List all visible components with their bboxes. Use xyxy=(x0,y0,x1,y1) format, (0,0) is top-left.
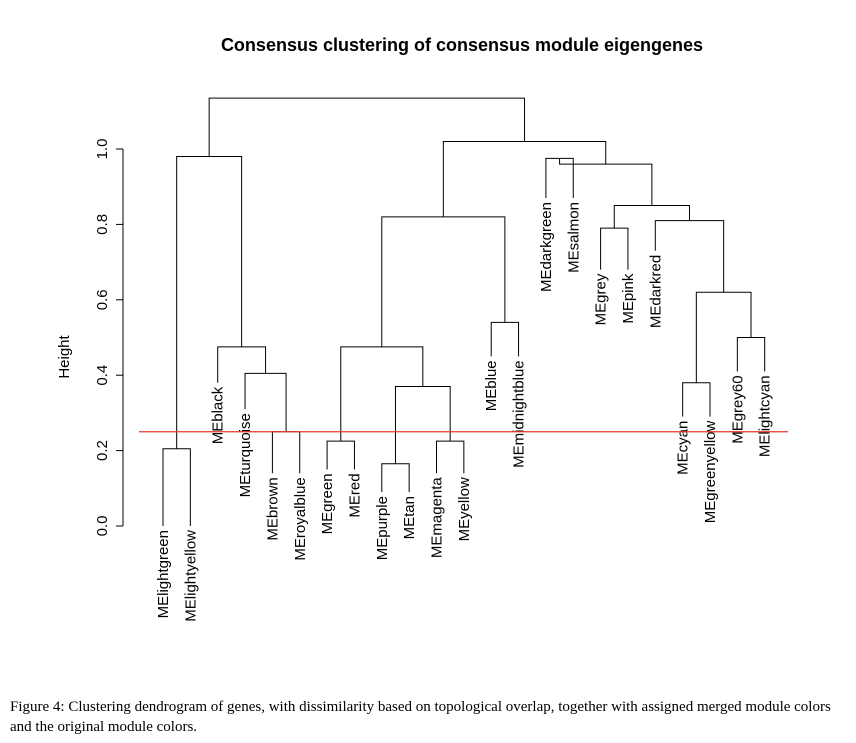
leaf-label: MEmidnightblue xyxy=(511,360,528,468)
dendrogram-figure: Consensus clustering of consensus module… xyxy=(56,35,788,622)
leaf-label: MElightyellow xyxy=(182,530,199,622)
y-tick-label: 0.2 xyxy=(94,440,111,461)
y-tick-label: 0.4 xyxy=(94,365,111,386)
leaf-label: MEroyalblue xyxy=(292,477,309,560)
leaf-label: MEpurple xyxy=(374,496,391,560)
dendrogram-branch xyxy=(381,463,410,493)
dendrogram-branch xyxy=(340,346,424,442)
leaf-label: MEtan xyxy=(401,496,418,539)
dendrogram-branch xyxy=(271,431,301,474)
leaf-label: MEdarkred xyxy=(647,255,664,328)
leaf-label: MEsalmon xyxy=(565,202,582,273)
leaf-label: MEmagenta xyxy=(429,477,446,559)
leaf-label: MEcyan xyxy=(675,421,692,475)
dendrogram-branch xyxy=(654,220,725,293)
y-axis: 0.0 0.2 0.4 0.6 0.8 1.0 xyxy=(94,139,124,537)
leaf-label: MEblack xyxy=(210,386,227,444)
leaf-label: MEbrown xyxy=(264,477,281,540)
dendrogram-tree xyxy=(162,97,766,526)
chart-title: Consensus clustering of consensus module… xyxy=(221,35,703,55)
leaf-label: MEdarkgreen xyxy=(538,202,555,292)
dendrogram-branch xyxy=(162,448,191,526)
dendrogram-branch xyxy=(217,346,267,383)
y-tick-label: 0.6 xyxy=(94,289,111,310)
leaf-label: MEturquoise xyxy=(237,413,254,497)
leaf-labels: MElightgreen MElightyellow MEblack MEturquo… xyxy=(155,202,774,622)
leaf-label: MEred xyxy=(346,473,363,517)
dendrogram-branch xyxy=(208,97,526,157)
leaf-label: MEgreen xyxy=(319,473,336,534)
leaf-label: MElightgreen xyxy=(155,530,172,618)
dendrogram-branch xyxy=(436,440,465,474)
dendrogram-chart: Consensus clustering of consensus module… xyxy=(56,35,788,622)
dendrogram-branch xyxy=(394,386,451,464)
dendrogram-branch xyxy=(381,216,506,347)
dendrogram-branch xyxy=(613,205,690,229)
leaf-label: MEpink xyxy=(620,273,637,324)
dendrogram-branch xyxy=(736,337,766,372)
leaf-label: MEyellow xyxy=(456,477,473,541)
y-tick-label: 1.0 xyxy=(94,139,111,160)
leaf-label: MEblue xyxy=(483,360,500,411)
leaf-label: MEgreenyellow xyxy=(702,421,719,524)
dendrogram-branch xyxy=(600,227,629,270)
y-tick-label: 0.0 xyxy=(94,516,111,537)
dendrogram-branch xyxy=(326,440,355,470)
leaf-label: MElightcyan xyxy=(757,375,774,457)
y-tick-label: 0.8 xyxy=(94,214,111,235)
dendrogram-branch xyxy=(682,382,711,417)
dendrogram-branch xyxy=(490,321,520,357)
figure-caption: Figure 4: Clustering dendrogram of genes… xyxy=(10,699,831,735)
leaf-label: MEgrey60 xyxy=(729,375,746,443)
y-axis-label: Height xyxy=(56,334,73,378)
leaf-label: MEgrey xyxy=(593,273,610,325)
